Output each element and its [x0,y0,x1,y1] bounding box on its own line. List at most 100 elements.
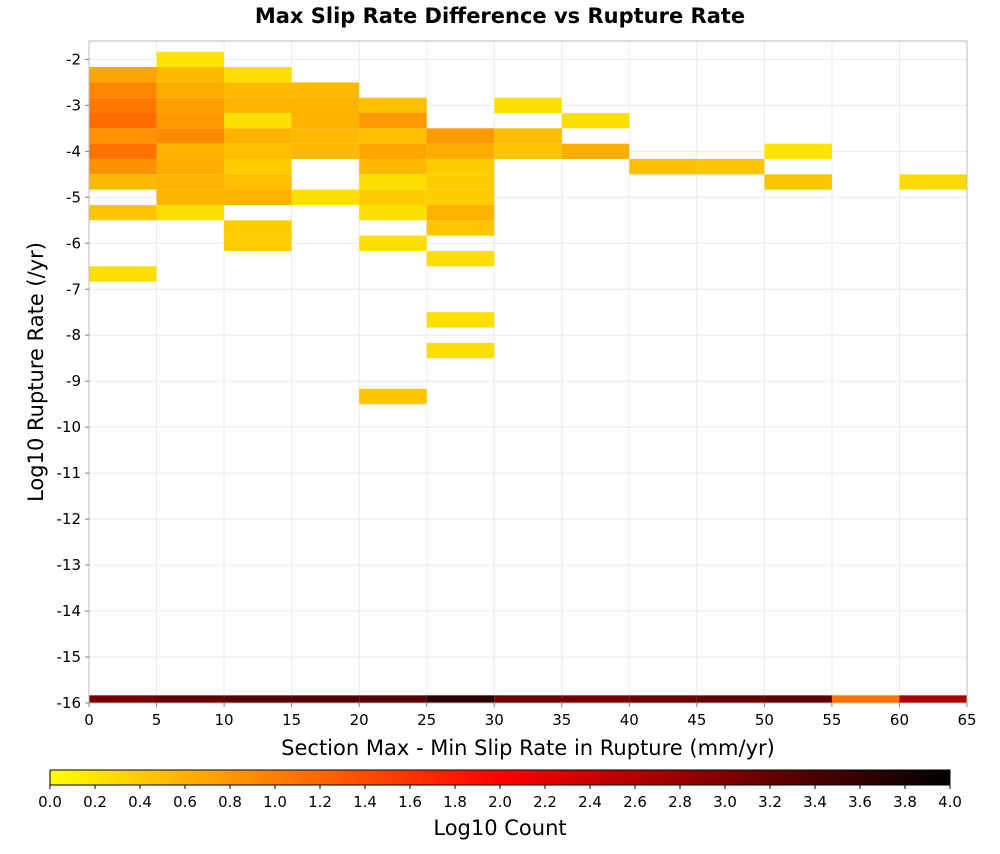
heatmap-cell [156,51,225,68]
heatmap-cell [89,67,157,83]
y-tick-label: -7 [66,280,81,298]
y-tick-label: -2 [66,50,81,68]
x-tick-label: 50 [755,711,774,729]
heatmap-cell [291,189,360,205]
colorbar-tick-label: 2.6 [623,793,647,811]
colorbar-tick-label: 3.0 [713,793,737,811]
heatmap-cell [89,174,157,190]
x-tick-label: 15 [282,711,301,729]
heatmap-cell [561,143,630,159]
x-tick-label: 10 [215,711,234,729]
x-tick-label: 5 [152,711,162,729]
heatmap-cell [359,388,427,405]
heatmap-cell [224,97,292,114]
colorbar-ticks: 0.0 0.2 0.4 0.6 0.8 1.0 1.2 1.4 1.6 1.8 2.0 2.2 2.4 2… [38,785,962,811]
heatmap-cell [156,113,225,129]
heatmap-cell [899,174,967,190]
y-tick-label: -15 [57,648,82,666]
heatmap-cell [224,113,292,129]
heatmap-cell [156,189,225,205]
heatmap-cell [156,174,225,190]
heatmap-cell [359,204,427,221]
heatmap-cell [89,82,157,98]
heatmap-cell [89,143,157,159]
heatmap-cell [89,204,157,221]
heatmap-cell [359,174,427,190]
heatmap-cell [494,128,562,144]
y-axis-title: Log10 Rupture Rate (/yr) [24,242,48,502]
colorbar-tick-label: 2.8 [668,793,692,811]
heatmap-cell [359,695,427,703]
heatmap-cell [426,158,495,175]
y-tick-label: -14 [57,602,82,620]
colorbar-tick-label: 3.2 [758,793,782,811]
heatmap-cell [224,82,292,98]
heatmap-cell [89,695,157,703]
heatmap-cell [89,158,157,175]
heatmap-cell [224,67,292,83]
heatmap-cell [224,128,292,144]
y-tick-label: -12 [57,510,82,528]
heatmap-cell [156,143,225,159]
colorbar-title: Log10 Count [433,816,566,840]
heatmap-cell [156,67,225,83]
colorbar-tick-label: 0.4 [128,793,152,811]
y-tick-label: -6 [66,234,81,252]
x-tick-label: 25 [417,711,436,729]
y-tick-label: -8 [66,326,81,344]
x-tick-label: 40 [620,711,639,729]
colorbar-tick-label: 0.8 [218,793,242,811]
colorbar-tick-label: 3.6 [848,793,872,811]
x-axis-ticks: 0 5 10 15 20 25 30 35 40 45 50 55 60 65 [84,703,977,729]
heatmap-cell [156,695,225,703]
y-axis-ticks: -2 -3 -4 -5 -6 -7 -8 -9 -10 -11 -12 -13 -14 -15 -16 [57,50,89,712]
y-tick-label: -11 [57,464,82,482]
heatmap-cell [629,695,697,703]
x-tick-label: 0 [84,711,94,729]
heatmap-cell [764,143,832,159]
colorbar-tick-label: 2.0 [488,793,512,811]
heatmap-cell [224,235,292,251]
colorbar-tick-label: 2.2 [533,793,557,811]
x-tick-label: 30 [485,711,504,729]
heatmap-cell [291,82,360,98]
y-tick-label: -9 [66,372,81,390]
heatmap-cell [426,312,495,328]
heatmap-cell [831,695,900,703]
colorbar-tick-label: 4.0 [938,793,962,811]
heatmap-cell [494,695,562,703]
colorbar-tick-label: 1.0 [263,793,287,811]
heatmap-cell [899,695,967,703]
y-tick-label: -13 [57,556,82,574]
heatmap-cell [359,143,427,159]
heatmap-cell [359,128,427,144]
heatmap-cell [224,143,292,159]
heatmap-cell [426,189,495,205]
heatmap-cell [291,97,360,114]
heatmap-cell [156,204,225,221]
x-tick-label: 60 [890,711,909,729]
heatmap-cell [426,220,495,236]
colorbar-tick-label: 1.6 [398,793,422,811]
y-tick-label: -3 [66,96,81,114]
colorbar-tick-label: 0.2 [83,793,107,811]
y-tick-label: -5 [66,188,81,206]
x-tick-label: 65 [957,711,976,729]
heatmap-cell [426,342,495,359]
x-tick-label: 55 [822,711,841,729]
heatmap-cell [224,158,292,175]
heatmap-cell [291,695,360,703]
x-tick-label: 45 [687,711,706,729]
heatmap-cell [359,189,427,205]
heatmap-cell [89,97,157,114]
colorbar-tick-label: 3.8 [893,793,917,811]
heatmap-cell [494,97,562,114]
heatmap-cell [494,143,562,159]
heatmap-cell [156,97,225,114]
heatmap-cell [426,143,495,159]
heatmap-cell [359,158,427,175]
colorbar-tick-label: 0.6 [173,793,197,811]
heatmap-cell [629,158,697,175]
